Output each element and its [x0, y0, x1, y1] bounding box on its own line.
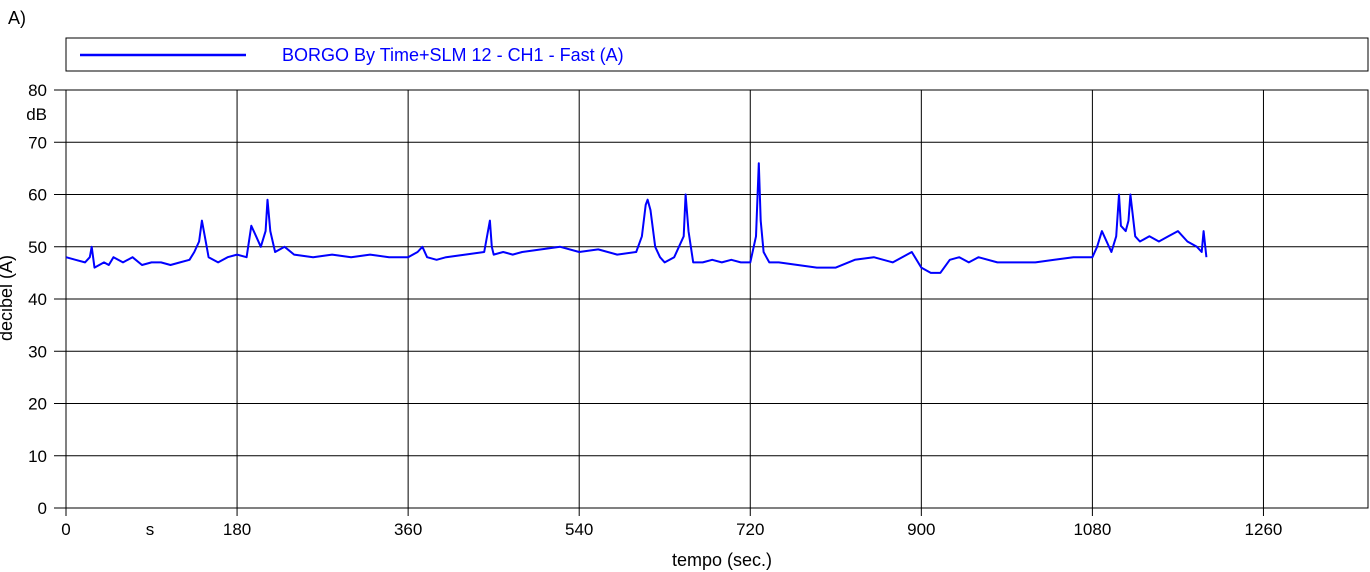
x-tick-label: 360: [394, 520, 422, 539]
y-tick-label: 50: [28, 238, 47, 257]
y-axis-title: decibel (A): [0, 255, 16, 341]
legend-series-label: BORGO By Time+SLM 12 - CH1 - Fast (A): [282, 45, 624, 65]
x-tick-label: 1260: [1245, 520, 1283, 539]
legend-box: [65, 37, 1369, 72]
series-line: [65, 162, 1208, 274]
y-tick-label: 10: [28, 447, 47, 466]
x-axis: 0 180 360 540 720 900 1080 1260: [61, 508, 1282, 539]
legend: BORGO By Time+SLM 12 - CH1 - Fast (A): [65, 37, 1369, 72]
y-tick-label: 20: [28, 395, 47, 414]
y-axis: 0 10 20 30 40 50 60 70 80: [28, 81, 66, 518]
x-axis-title: tempo (sec.): [672, 550, 772, 570]
x-tick-label: 180: [223, 520, 251, 539]
y-tick-label: 70: [28, 133, 47, 152]
x-unit-label: s: [146, 520, 155, 539]
y-tick-label: 30: [28, 342, 47, 361]
panel-label: A): [8, 8, 26, 28]
x-tick-label: 900: [907, 520, 935, 539]
y-tick-label: 0: [38, 499, 47, 518]
y-tick-label: 80: [28, 81, 47, 100]
y-tick-label: 60: [28, 186, 47, 205]
x-tick-label: 0: [61, 520, 70, 539]
y-tick-label: 40: [28, 290, 47, 309]
x-tick-label: 1080: [1073, 520, 1111, 539]
plot-area: [65, 89, 1369, 509]
x-tick-label: 540: [565, 520, 593, 539]
y-unit-label: dB: [26, 105, 47, 124]
x-tick-label: 720: [736, 520, 764, 539]
